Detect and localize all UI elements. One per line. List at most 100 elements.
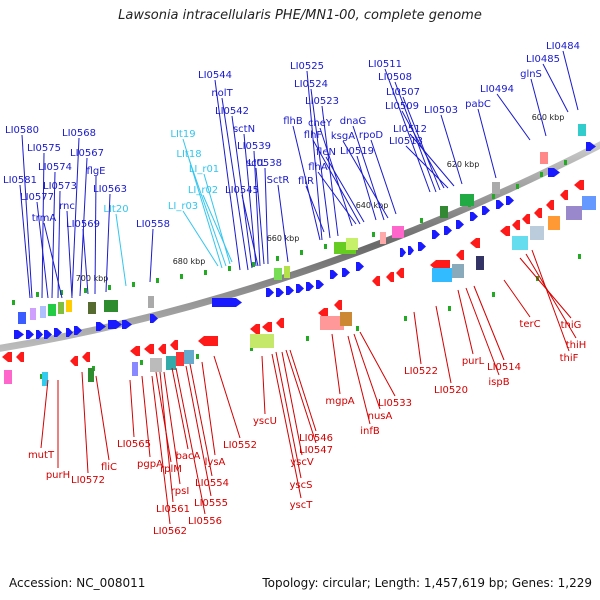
scale-tick-mark — [448, 306, 451, 311]
forward-gene-label-li0508: LI0508 — [378, 72, 412, 83]
forward-leader-line-li0563 — [105, 193, 111, 293]
scale-tick-mark — [492, 292, 495, 297]
reverse-leader-line-li0556 — [175, 367, 206, 515]
forward-gene-arrow — [266, 288, 274, 297]
forward-gene-label-flhf: flhF — [304, 130, 323, 141]
forward-leader-line-rpod — [370, 139, 397, 215]
scale-tick-mark — [252, 262, 255, 267]
reverse-leader-line-purl — [457, 289, 474, 355]
reverse-gene-arrow — [130, 346, 140, 356]
reverse-feature-block — [150, 358, 162, 372]
reverse-gene-arrow — [396, 268, 404, 278]
forward-feature-block — [274, 268, 282, 280]
forward-feature-block — [492, 182, 500, 194]
reverse-gene-label-thig: thiG — [561, 320, 582, 331]
forward-feature-block — [540, 152, 548, 164]
forward-leader-line-li0512 — [409, 133, 455, 187]
scale-tick-mark — [204, 270, 207, 275]
forward-feature-block — [18, 312, 26, 324]
reverse-gene-label-li0552: LI0552 — [223, 440, 257, 451]
reverse-gene-arrow — [430, 260, 450, 270]
forward-gene-label-chey: cheY — [308, 118, 333, 129]
reverse-gene-arrow — [158, 344, 166, 354]
rna-gene-label-lit20: LIt20 — [103, 204, 128, 215]
reverse-gene-label-mutt: mutT — [28, 450, 55, 461]
reverse-feature-block — [320, 316, 344, 330]
scale-tick-label-700-kbp: 700 kbp — [76, 274, 109, 283]
forward-feature-block — [104, 300, 118, 312]
reverse-gene-label-li0547: LI0547 — [299, 445, 333, 456]
scale-tick-mark — [12, 300, 15, 305]
reverse-leader-line-yscu — [261, 355, 266, 415]
forward-leader-line-chey — [319, 127, 353, 227]
reverse-gene-label-lysa: lysA — [205, 457, 226, 468]
forward-leader-line-flha — [317, 171, 357, 225]
genes-layer — [2, 124, 596, 386]
reverse-leader-line-li0533 — [359, 331, 396, 397]
forward-gene-label-li0538: LI0538 — [248, 158, 282, 169]
reverse-gene-label-li0562: LI0562 — [153, 526, 187, 537]
forward-gene-label-flhb: flhB — [283, 116, 303, 127]
reverse-gene-label-li0561: LI0561 — [156, 504, 190, 515]
reverse-leader-line-li0514 — [473, 285, 505, 361]
scale-tick-mark — [156, 278, 159, 283]
reverse-gene-label-mgpa: mgpA — [325, 396, 354, 407]
scale-tick-mark — [516, 184, 519, 189]
forward-gene-label-li0544: LI0544 — [198, 70, 232, 81]
forward-gene-label-sctl: sctL — [246, 158, 267, 169]
reverse-leader-line-li0522 — [413, 311, 422, 365]
rna-leader-line-li-r01 — [203, 173, 231, 265]
forward-gene-arrow — [66, 328, 73, 337]
forward-gene-arrow — [482, 206, 490, 215]
scale-tick-mark — [404, 316, 407, 321]
reverse-leader-line-li0572 — [81, 371, 89, 474]
forward-gene-arrow — [14, 330, 24, 339]
forward-gene-label-li0507: LI0507 — [386, 87, 420, 98]
reverse-gene-label-li0555: LI0555 — [194, 498, 228, 509]
scale-tick-label-600-kbp: 600 kbp — [532, 113, 565, 122]
scale-tick-mark — [324, 244, 327, 249]
reverse-gene-label-yscs: yscS — [290, 480, 313, 491]
forward-leader-line-li0539 — [253, 150, 261, 267]
scale-tick-mark — [578, 254, 581, 259]
scale-tick-mark — [60, 290, 63, 295]
reverse-leader-line-ysct — [271, 353, 302, 499]
scale-tick-mark — [540, 172, 543, 177]
reverse-feature-block — [476, 256, 484, 270]
forward-leader-line-rnc — [66, 210, 73, 299]
forward-gene-label-li0503: LI0503 — [424, 105, 458, 116]
forward-gene-arrow — [496, 200, 504, 209]
forward-gene-arrow — [306, 282, 314, 291]
rna-gene-label-lit18: LIt18 — [176, 149, 201, 160]
forward-gene-label-sctr: SctR — [267, 175, 290, 186]
forward-gene-arrow — [150, 314, 158, 323]
scale-tick-mark — [40, 374, 43, 379]
forward-gene-arrow — [232, 298, 242, 307]
forward-gene-label-li0484: LI0484 — [546, 41, 580, 52]
rna-gene-label-li-r02: LI_r02 — [188, 185, 218, 196]
reverse-leader-line-ispb — [465, 287, 500, 376]
forward-gene-label-ksga: ksgA — [331, 131, 355, 142]
rna-gene-label-li-r03: LI_r03 — [168, 201, 198, 212]
reverse-gene-label-flic: fliC — [101, 462, 117, 473]
forward-gene-arrow — [506, 196, 514, 205]
forward-gene-arrow — [108, 320, 122, 329]
reverse-gene-arrow — [82, 352, 90, 362]
forward-gene-arrow — [276, 288, 284, 297]
forward-leader-line-li0494 — [496, 93, 531, 141]
forward-feature-block — [40, 306, 46, 318]
reverse-feature-block — [548, 216, 560, 230]
reverse-gene-arrow — [2, 352, 12, 362]
reverse-leader-line-li0520 — [435, 305, 452, 384]
forward-gene-arrow — [286, 286, 294, 295]
reverse-leader-line-li0561 — [159, 371, 174, 503]
reverse-feature-block — [88, 368, 94, 382]
forward-gene-arrow — [356, 262, 364, 271]
reverse-gene-label-rplm: rplM — [160, 464, 182, 475]
forward-gene-arrow — [400, 248, 406, 257]
reverse-leader-line-li0552 — [213, 355, 241, 439]
forward-gene-label-li0567: LI0567 — [70, 148, 104, 159]
topology-text: Topology: circular; Length: 1,457,619 bp… — [262, 576, 592, 590]
forward-leader-line-flhf — [312, 139, 361, 225]
